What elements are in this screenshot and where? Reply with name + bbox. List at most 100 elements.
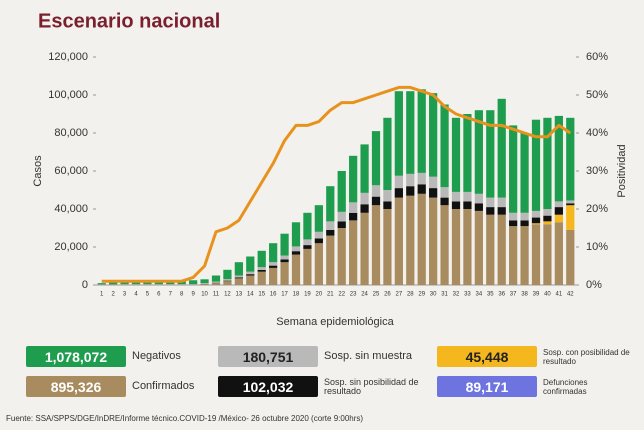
- bar-segment: [486, 110, 495, 198]
- bar-segment: [257, 250, 266, 268]
- bar-segment: [566, 229, 575, 285]
- y2-tick-label: 60%: [586, 51, 608, 63]
- legend-total: 45,448: [437, 346, 537, 367]
- chart-title: Escenario nacional: [38, 10, 220, 32]
- bar-segment: [154, 284, 163, 285]
- bar-segment: [143, 284, 152, 285]
- x-tick-label: 39: [533, 292, 540, 298]
- x-tick-label: 38: [521, 292, 528, 298]
- bar-segment: [337, 211, 346, 222]
- bar-segment: [554, 115, 563, 202]
- y2-tick-label: 0%: [586, 279, 602, 291]
- bar-segment: [120, 284, 129, 285]
- bar-segment: [463, 209, 472, 285]
- bar-segment: [474, 210, 483, 285]
- bar-segment: [543, 209, 552, 216]
- bar-segment: [566, 205, 575, 230]
- y2-axis-label: Positividad: [616, 144, 628, 197]
- bar-segment: [109, 282, 118, 285]
- bar-segment: [531, 217, 541, 224]
- bar-segment: [189, 280, 198, 285]
- bar-segment: [531, 223, 541, 225]
- bar-segment: [406, 91, 415, 174]
- x-tick-label: 15: [258, 292, 265, 298]
- bar-segment: [337, 228, 346, 285]
- x-tick-label: 18: [293, 292, 300, 298]
- bar-segment: [520, 226, 529, 285]
- bar-segment: [451, 209, 461, 285]
- bar-segment: [554, 207, 563, 215]
- bar-segment: [303, 239, 312, 246]
- bar-segment: [166, 281, 175, 285]
- bar-segment: [474, 193, 483, 204]
- bar-segment: [120, 281, 129, 285]
- bar-segment: [520, 133, 529, 213]
- bar-segment: [451, 201, 461, 209]
- y-tick-label: 100,000: [48, 89, 88, 101]
- bar-segment: [474, 110, 483, 194]
- bar-segment: [200, 283, 209, 284]
- x-tick-label: 33: [464, 292, 471, 298]
- bar-segment: [314, 231, 323, 239]
- bar-segment: [280, 259, 289, 263]
- x-tick-label: 6: [157, 292, 161, 298]
- bar-segment: [246, 274, 255, 276]
- bar-segment: [257, 271, 266, 285]
- y-tick-label: 20,000: [54, 241, 88, 253]
- bar-segment: [474, 203, 483, 211]
- legend-label: Sosp. sin muestra: [324, 350, 413, 362]
- bar-segment: [269, 267, 278, 285]
- y-tick-label: 120,000: [48, 51, 88, 63]
- x-tick-label: 35: [487, 292, 494, 298]
- legend-total: 89,171: [437, 376, 537, 397]
- x-tick-label: 16: [270, 292, 277, 298]
- bar-segment: [463, 114, 472, 192]
- bar-segment: [543, 221, 552, 225]
- bar-segment: [554, 201, 563, 208]
- bar-segment: [326, 186, 335, 222]
- bar-segment: [326, 221, 335, 230]
- x-tick-label: 40: [544, 292, 551, 298]
- bar-segment: [520, 212, 529, 221]
- legend-label: Defunciones confirmadas: [543, 377, 588, 396]
- bar-segment: [417, 172, 426, 185]
- legend-label: Confirmados: [132, 380, 195, 392]
- bar-segment: [371, 185, 381, 197]
- bar-segment: [383, 190, 392, 202]
- y2-tick-label: 50%: [586, 89, 608, 101]
- bar-segment: [371, 205, 381, 285]
- x-tick-label: 28: [407, 292, 414, 298]
- bar-segment: [383, 201, 392, 209]
- x-tick-label: 11: [213, 292, 220, 298]
- y-tick-label: 60,000: [54, 165, 88, 177]
- x-tick-label: 13: [236, 292, 243, 298]
- x-tick-label: 17: [281, 292, 288, 298]
- legend-total: 180,751: [218, 346, 318, 367]
- bar-segment: [314, 238, 323, 244]
- bar-segment: [326, 229, 335, 236]
- x-tick-label: 5: [146, 292, 150, 298]
- y-axis-label: Casos: [32, 155, 44, 187]
- legend-label: Sosp. sin posibilidad de resultado: [324, 376, 419, 396]
- bar-segment: [360, 212, 369, 285]
- x-tick-label: 23: [350, 292, 357, 298]
- bar-segment: [211, 283, 221, 285]
- bar-segment: [143, 281, 152, 285]
- x-tick-label: 26: [384, 292, 391, 298]
- bar-segment: [257, 267, 266, 270]
- bar-segment: [234, 278, 243, 285]
- bar-segment: [280, 262, 289, 285]
- y2-tick-label: 20%: [586, 203, 608, 215]
- bar-segment: [406, 173, 415, 187]
- bar-segment: [429, 176, 438, 189]
- bar-segment: [440, 197, 449, 206]
- bar-segment: [440, 104, 449, 188]
- x-tick-label: 3: [123, 292, 127, 298]
- bar-segment: [406, 186, 415, 196]
- x-tick-label: 2: [111, 292, 115, 298]
- bar-segment: [303, 248, 312, 285]
- bar-segment: [531, 224, 541, 285]
- bar-segment: [200, 279, 209, 284]
- x-axis-label: Semana epidemiológica: [276, 316, 394, 328]
- bar-segment: [543, 117, 552, 209]
